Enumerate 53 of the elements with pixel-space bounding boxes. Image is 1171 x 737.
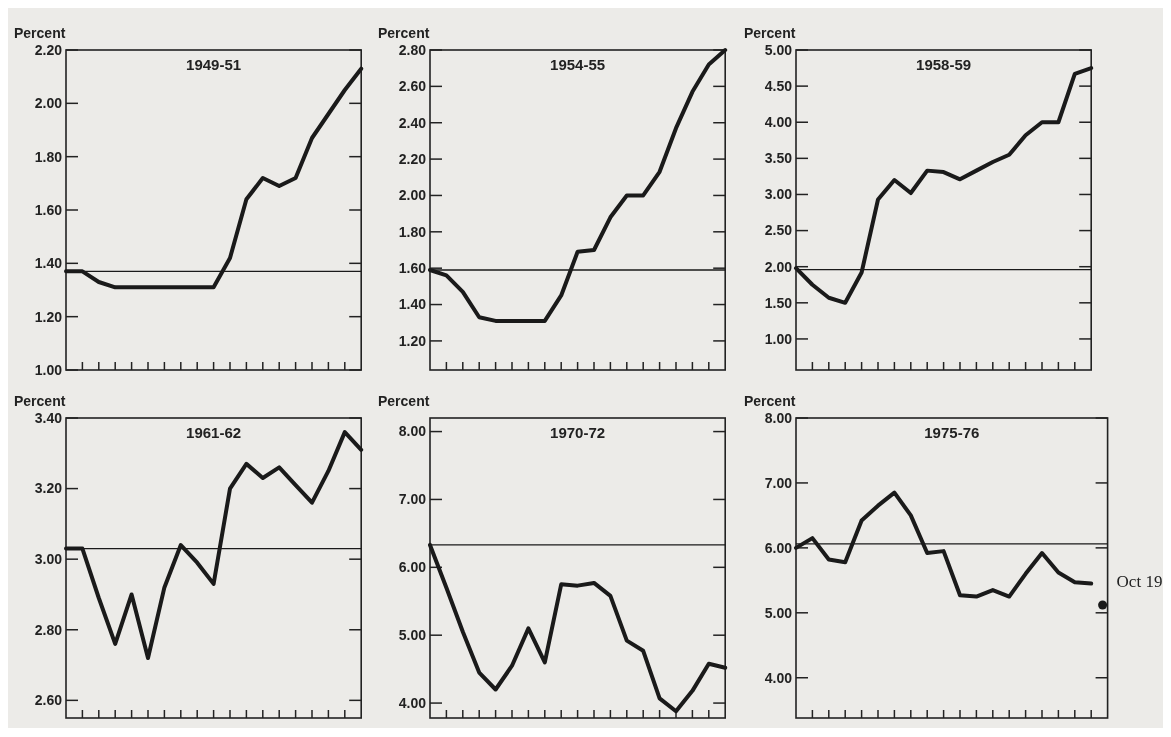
y-tick-label: 7.00 [398,491,427,508]
y-axis-title: Percent [744,393,796,409]
y-tick-label: 1.40 [398,296,427,313]
y-tick-label: 2.80 [398,41,427,58]
y-tick-label: 8.00 [764,409,793,426]
y-axis-title: Percent [744,25,796,41]
y-tick-label: 5.00 [764,604,793,621]
y-tick-label: 1.40 [34,255,63,272]
chart-title: 1949-51 [186,56,242,73]
y-tick-label: 2.50 [764,222,793,239]
y-tick-label: 8.00 [398,423,427,440]
y-tick-label: 1.20 [34,308,63,325]
y-tick-label: 3.20 [34,480,63,497]
y-tick-label: 2.60 [34,692,63,709]
y-tick-label: 1.00 [764,330,793,347]
y-tick-label: 3.50 [764,150,793,167]
y-axis-title: Percent [378,25,430,41]
y-axis-title: Percent [14,393,66,409]
chart-title: 1970-72 [550,424,606,441]
y-tick-label: 4.50 [764,78,793,95]
y-tick-label: 7.00 [764,474,793,491]
y-tick-label: 1.80 [398,223,427,240]
y-tick-label: 1.50 [764,294,793,311]
chart-title: 1958-59 [916,56,972,73]
y-tick-label: 2.00 [34,95,63,112]
y-tick-label: 5.00 [398,627,427,644]
y-tick-label: 5.00 [764,41,793,58]
y-tick-label: 4.00 [764,114,793,131]
y-tick-label: 6.00 [398,559,427,576]
y-tick-label: 2.00 [764,258,793,275]
chart-title: 1975-76 [924,424,980,441]
y-tick-label: 2.00 [398,187,427,204]
y-tick-label: 3.00 [34,551,63,568]
y-axis-title: Percent [14,25,66,41]
y-tick-label: 4.00 [764,669,793,686]
y-tick-label: 3.40 [34,409,63,426]
y-axis-title: Percent [378,393,430,409]
y-tick-label: 1.80 [34,148,63,165]
y-tick-label: 1.20 [398,332,427,349]
y-tick-label: 1.00 [34,361,63,378]
chart-title: 1954-55 [550,56,606,73]
y-tick-label: 2.20 [398,150,427,167]
y-tick-label: 1.60 [398,260,427,277]
y-tick-label: 2.80 [34,621,63,638]
y-tick-label: 1.60 [34,201,63,218]
y-tick-label: 6.00 [764,539,793,556]
y-tick-label: 2.40 [398,114,427,131]
chart-title: 1961-62 [186,424,242,441]
y-tick-label: 2.60 [398,78,427,95]
series-label: Oct 19 [1116,572,1163,592]
y-tick-label: 4.00 [398,694,427,711]
y-tick-label: 2.20 [34,41,63,58]
y-tick-label: 3.00 [764,186,793,203]
